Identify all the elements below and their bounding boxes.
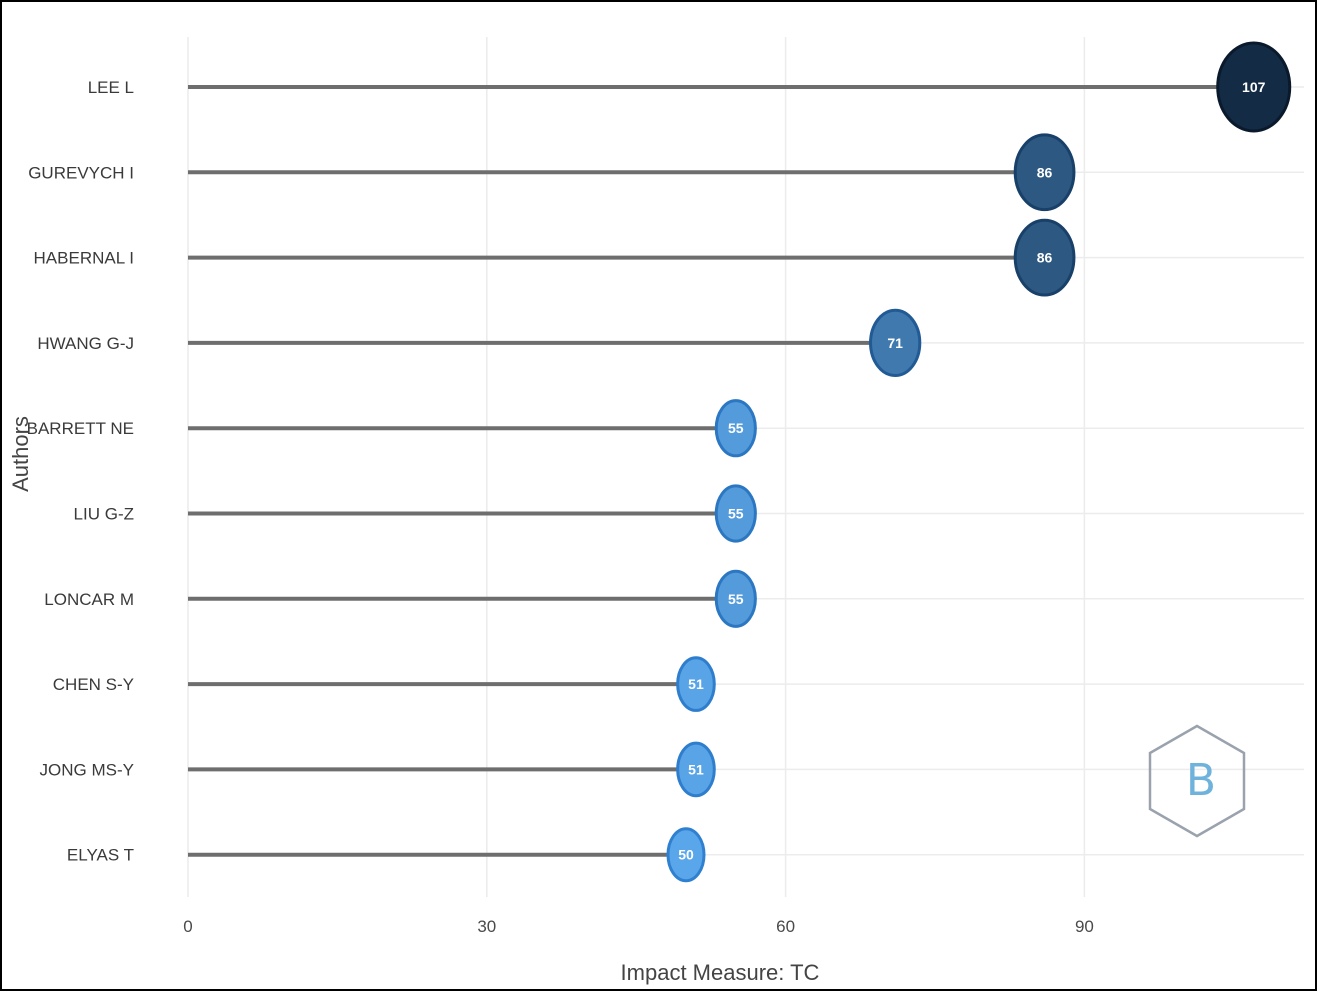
data-label: 71 (887, 335, 903, 351)
author-label: HWANG G-J (37, 334, 134, 353)
author-label: JONG MS-Y (40, 760, 134, 779)
lollipop-point (714, 484, 757, 543)
x-tick-label: 30 (477, 917, 496, 936)
data-label: 86 (1037, 164, 1053, 180)
author-label: BARRETT NE (27, 419, 134, 438)
lollipop-point (869, 308, 922, 378)
logo-letter: B (1186, 755, 1216, 806)
lollipop-point (714, 399, 757, 458)
data-label: 51 (688, 676, 704, 692)
lollipop-point (714, 569, 757, 628)
lollipop-point (666, 827, 706, 883)
author-labels: LEE L GUREVYCH I HABERNAL I HWANG G-J BARRET… (27, 78, 134, 865)
x-axis-title: Impact Measure: TC (621, 960, 820, 985)
author-label: ELYAS T (67, 846, 134, 865)
x-tick-label: 60 (776, 917, 795, 936)
lollipop-point (1013, 133, 1076, 212)
lollipop-point (676, 656, 716, 712)
y-axis-title: Authors (8, 416, 33, 492)
data-label: 55 (728, 506, 744, 522)
data-label: 107 (1242, 79, 1266, 95)
author-label: CHEN S-Y (53, 675, 134, 694)
author-label: HABERNAL I (34, 249, 134, 268)
data-label: 50 (678, 847, 694, 863)
data-label: 55 (728, 591, 744, 607)
author-label: LEE L (88, 78, 134, 97)
bubbles-layer: 107 86 86 71 55 55 55 51 51 50 (666, 41, 1292, 883)
x-tick-label: 90 (1075, 917, 1094, 936)
author-label: LIU G-Z (74, 505, 134, 524)
data-label: 55 (728, 420, 744, 436)
x-tick-labels: 0 30 60 90 (183, 917, 1094, 936)
author-label: GUREVYCH I (28, 163, 134, 182)
lollipop-point (676, 741, 716, 798)
data-label: 86 (1037, 250, 1053, 266)
lollipop-point (1013, 218, 1076, 297)
stems-layer (188, 85, 1254, 857)
bibliometrix-logo-icon: B (1148, 724, 1246, 838)
lollipop-point (1216, 41, 1292, 133)
x-tick-label: 0 (183, 917, 192, 936)
data-label: 51 (688, 761, 704, 777)
author-label: LONCAR M (44, 590, 134, 609)
